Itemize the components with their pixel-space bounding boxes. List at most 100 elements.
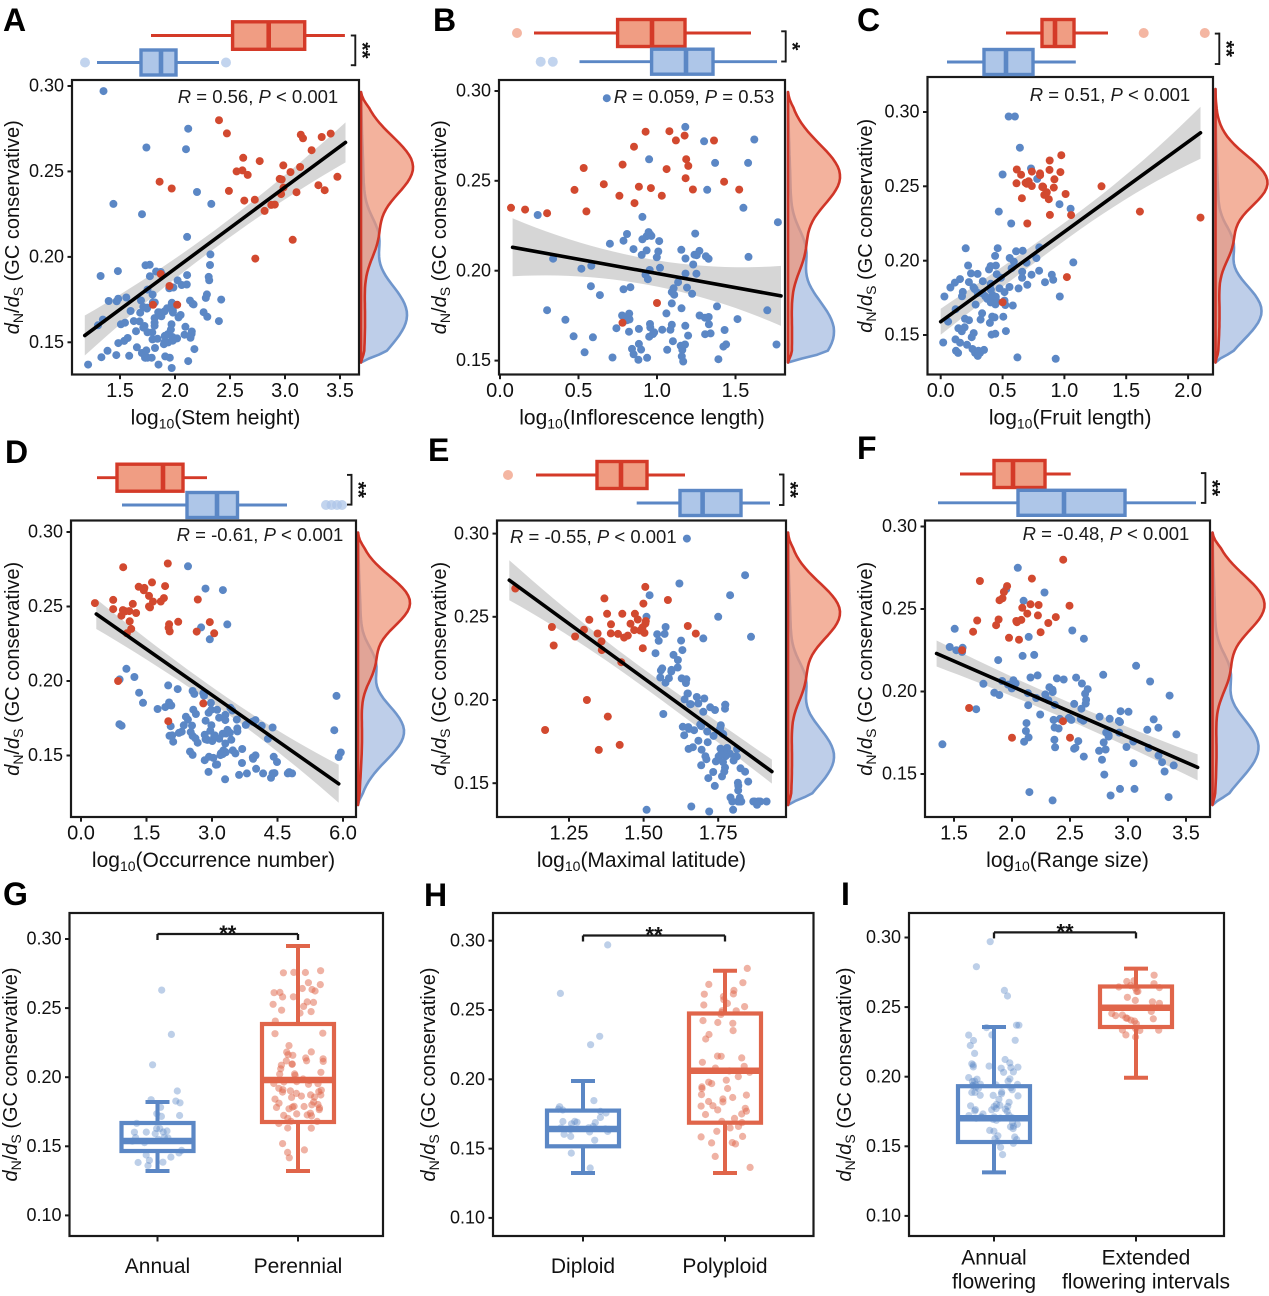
- svg-text:1.5: 1.5: [106, 380, 134, 402]
- svg-text:0.25: 0.25: [29, 161, 64, 181]
- svg-text:0.30: 0.30: [454, 523, 489, 543]
- svg-text:Annual: Annual: [125, 1255, 190, 1278]
- svg-text:1.5: 1.5: [940, 822, 968, 844]
- svg-text:**: **: [645, 923, 663, 948]
- svg-text:Annual: Annual: [961, 1247, 1026, 1270]
- svg-text:0.25: 0.25: [28, 596, 63, 616]
- svg-text:0.15: 0.15: [454, 773, 489, 793]
- svg-text:3.5: 3.5: [1172, 822, 1200, 844]
- svg-text:0.15: 0.15: [26, 1136, 61, 1156]
- svg-text:dN/dS (GC conservative): dN/dS (GC conservative): [2, 120, 26, 334]
- svg-text:log10(Fruit length): log10(Fruit length): [989, 407, 1152, 432]
- svg-text:0.30: 0.30: [882, 516, 917, 536]
- svg-text:R = -0.48, P < 0.001: R = -0.48, P < 0.001: [1023, 523, 1190, 544]
- svg-text:1.25: 1.25: [550, 822, 589, 844]
- svg-text:flowering: flowering: [952, 1271, 1036, 1294]
- svg-text:0.5: 0.5: [989, 380, 1017, 402]
- svg-text:0.30: 0.30: [29, 76, 64, 96]
- svg-text:0.10: 0.10: [450, 1208, 485, 1228]
- svg-text:1.5: 1.5: [1112, 380, 1140, 402]
- svg-text:B: B: [433, 2, 456, 38]
- svg-text:**: **: [1214, 41, 1237, 58]
- svg-text:3.0: 3.0: [1114, 822, 1142, 844]
- svg-text:1.0: 1.0: [643, 380, 671, 402]
- svg-text:log10(Range size): log10(Range size): [986, 849, 1149, 874]
- svg-text:1.5: 1.5: [722, 380, 750, 402]
- svg-text:dN/dS (GC conservative): dN/dS (GC conservative): [834, 968, 858, 1182]
- svg-text:R = 0.059, P = 0.53: R = 0.059, P = 0.53: [614, 86, 774, 107]
- svg-text:R = -0.55, P < 0.001: R = -0.55, P < 0.001: [510, 526, 677, 547]
- svg-text:0.20: 0.20: [884, 250, 919, 270]
- svg-text:0.30: 0.30: [884, 102, 919, 122]
- svg-text:0.30: 0.30: [866, 927, 901, 947]
- svg-text:0.5: 0.5: [565, 380, 593, 402]
- svg-text:**: **: [219, 921, 237, 946]
- svg-text:dN/dS (GC conservative): dN/dS (GC conservative): [0, 968, 24, 1182]
- svg-text:0.15: 0.15: [866, 1136, 901, 1156]
- svg-text:0.0: 0.0: [927, 380, 955, 402]
- svg-text:**: **: [347, 482, 370, 499]
- svg-text:Extended: Extended: [1102, 1247, 1191, 1270]
- svg-text:0.20: 0.20: [28, 671, 63, 691]
- svg-text:1.0: 1.0: [1050, 380, 1078, 402]
- svg-text:0.30: 0.30: [456, 81, 491, 101]
- svg-text:6.0: 6.0: [329, 822, 357, 844]
- svg-text:F: F: [857, 430, 877, 466]
- svg-text:3.0: 3.0: [198, 822, 226, 844]
- svg-text:0.20: 0.20: [882, 681, 917, 701]
- svg-text:0.25: 0.25: [884, 176, 919, 196]
- svg-text:0.20: 0.20: [450, 1069, 485, 1089]
- svg-text:0.25: 0.25: [26, 998, 61, 1018]
- svg-text:R = -0.61, P < 0.001: R = -0.61, P < 0.001: [177, 524, 344, 545]
- svg-text:0.15: 0.15: [29, 332, 64, 352]
- svg-text:0.15: 0.15: [450, 1138, 485, 1158]
- svg-text:*: *: [781, 42, 804, 51]
- svg-text:0.15: 0.15: [884, 325, 919, 345]
- svg-text:dN/dS (GC conservative): dN/dS (GC conservative): [418, 968, 442, 1182]
- svg-text:0.25: 0.25: [450, 1000, 485, 1020]
- svg-text:0.25: 0.25: [456, 171, 491, 191]
- svg-text:0.20: 0.20: [454, 690, 489, 710]
- svg-text:3.5: 3.5: [326, 380, 354, 402]
- svg-text:0.0: 0.0: [67, 822, 95, 844]
- svg-text:2.0: 2.0: [998, 822, 1026, 844]
- svg-text:I: I: [841, 876, 850, 912]
- svg-text:dN/dS (GC conservative): dN/dS (GC conservative): [855, 119, 879, 333]
- svg-text:G: G: [3, 876, 28, 912]
- svg-text:0.20: 0.20: [456, 260, 491, 280]
- svg-text:A: A: [3, 2, 26, 38]
- svg-text:dN/dS (GC conservative): dN/dS (GC conservative): [855, 562, 879, 776]
- svg-text:0.0: 0.0: [486, 380, 514, 402]
- svg-text:flowering intervals: flowering intervals: [1062, 1271, 1230, 1294]
- svg-text:0.30: 0.30: [450, 930, 485, 950]
- svg-text:2.0: 2.0: [1174, 380, 1202, 402]
- svg-text:D: D: [5, 434, 28, 470]
- svg-text:1.50: 1.50: [624, 822, 663, 844]
- svg-text:4.5: 4.5: [264, 822, 292, 844]
- svg-text:3.0: 3.0: [271, 380, 299, 402]
- svg-text:0.25: 0.25: [454, 607, 489, 627]
- svg-text:1.5: 1.5: [133, 822, 161, 844]
- svg-text:0.10: 0.10: [866, 1206, 901, 1226]
- svg-text:0.10: 0.10: [26, 1205, 61, 1225]
- svg-text:**: **: [350, 42, 373, 59]
- svg-text:R = 0.51, P < 0.001: R = 0.51, P < 0.001: [1030, 84, 1190, 105]
- svg-text:**: **: [779, 482, 802, 499]
- svg-text:1.75: 1.75: [699, 822, 738, 844]
- svg-text:**: **: [1200, 480, 1223, 497]
- svg-text:2.5: 2.5: [1056, 822, 1084, 844]
- svg-text:0.25: 0.25: [882, 599, 917, 619]
- svg-text:Perennial: Perennial: [254, 1255, 343, 1278]
- svg-text:E: E: [428, 432, 449, 468]
- svg-text:log10(Stem height): log10(Stem height): [131, 407, 301, 432]
- svg-text:2.5: 2.5: [216, 380, 244, 402]
- svg-text:Diploid: Diploid: [551, 1255, 615, 1278]
- svg-text:dN/dS (GC conservative): dN/dS (GC conservative): [2, 562, 26, 776]
- svg-text:0.15: 0.15: [456, 350, 491, 370]
- svg-text:2.0: 2.0: [161, 380, 189, 402]
- svg-text:0.20: 0.20: [866, 1066, 901, 1086]
- svg-text:0.30: 0.30: [26, 929, 61, 949]
- svg-text:**: **: [1056, 919, 1074, 944]
- svg-text:H: H: [424, 877, 447, 913]
- svg-text:0.20: 0.20: [29, 247, 64, 267]
